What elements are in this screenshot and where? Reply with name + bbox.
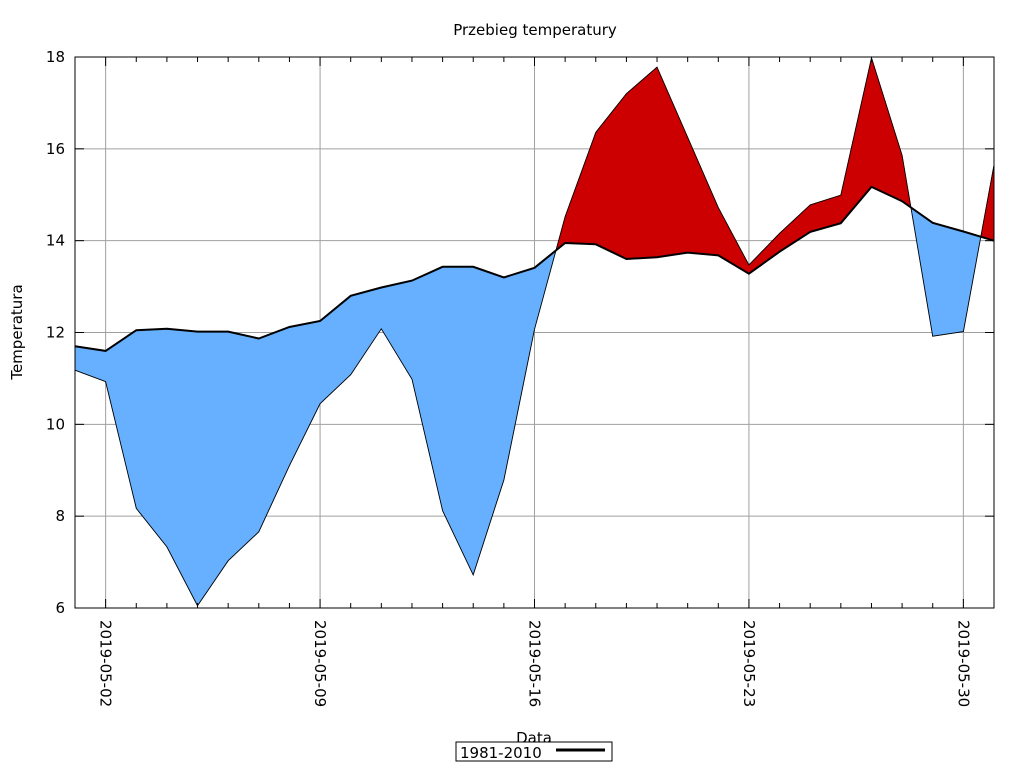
legend-label: 1981-2010 — [460, 744, 542, 762]
above-normal-area — [626, 66, 658, 260]
below-normal-area — [105, 329, 137, 509]
y-tick-label: 12 — [46, 324, 65, 342]
above-normal-area — [748, 232, 780, 275]
below-normal-area — [258, 326, 290, 532]
legend-box — [455, 741, 613, 762]
observed-2019-line — [74, 56, 995, 607]
y-axis: 6 8 10 12 14 16 18 — [46, 48, 994, 617]
x-tick-label: 2019-05-09 — [311, 620, 329, 707]
y-tick-label: 8 — [55, 507, 65, 525]
y-axis-label: Temperatura — [8, 284, 26, 380]
below-normal-area — [350, 287, 382, 376]
above-normal-area — [840, 57, 872, 225]
below-normal-area — [442, 266, 474, 576]
below-normal-area — [166, 328, 198, 606]
legend: 1981-2010 — [455, 741, 613, 762]
above-normal-area — [809, 194, 842, 233]
series-lines — [74, 56, 995, 607]
below-normal-area — [503, 267, 535, 480]
above-normal-area — [779, 204, 811, 253]
below-normal-area — [289, 320, 321, 466]
below-normal-area — [197, 331, 229, 607]
y-tick-label: 6 — [55, 599, 65, 617]
x-tick-label: 2019-05-16 — [526, 620, 544, 707]
above-normal-area — [595, 92, 627, 260]
temperature-fills — [74, 57, 995, 607]
x-tick-label: 2019-05-02 — [97, 620, 115, 707]
below-normal-area — [380, 280, 413, 381]
below-normal-area — [411, 266, 443, 511]
normal-1981-2010-line — [74, 185, 995, 352]
x-tick-label: 2019-05-30 — [954, 620, 972, 707]
y-tick-label: 14 — [46, 232, 65, 250]
below-normal-area — [227, 331, 260, 562]
below-normal-area — [932, 222, 964, 337]
x-axis: 2019-05-02 2019-05-09 2019-05-16 2019-05-23… — [97, 57, 972, 707]
x-tick-label: 2019-05-23 — [740, 620, 758, 707]
y-tick-label: 16 — [46, 140, 65, 158]
y-tick-label: 10 — [46, 415, 65, 433]
above-normal-area — [656, 66, 689, 258]
above-normal-area — [871, 57, 903, 202]
chart-title: Przebieg temperatury — [453, 21, 617, 39]
y-tick-label: 18 — [46, 48, 65, 66]
below-normal-area — [319, 295, 352, 405]
